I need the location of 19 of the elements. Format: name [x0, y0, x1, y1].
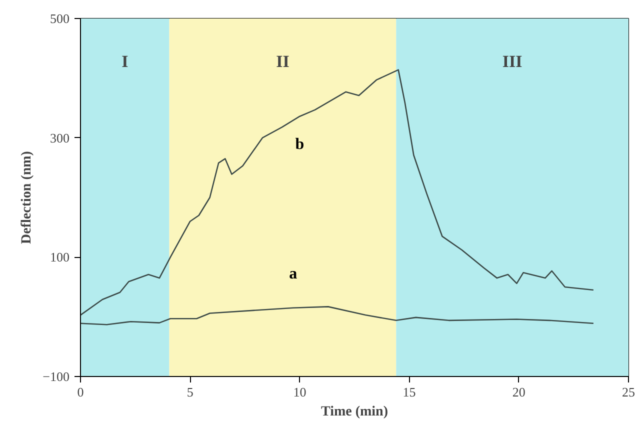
- x-tick-label: 5: [186, 384, 194, 400]
- x-tick-label: 10: [293, 384, 306, 400]
- band-label: I: [122, 52, 129, 71]
- line-series: [80, 306, 594, 326]
- y-tick-label: −100: [42, 369, 70, 384]
- band-label: II: [276, 52, 290, 71]
- line-series: [80, 69, 594, 316]
- series-label: b: [295, 136, 304, 153]
- x-axis-title: Time (min): [320, 404, 388, 420]
- y-tick-label: 500: [50, 11, 70, 26]
- x-tick-label: 15: [402, 384, 416, 400]
- x-tick-label: 20: [512, 384, 526, 400]
- y-tick-label: 100: [50, 250, 70, 265]
- series-label: a: [289, 265, 298, 282]
- x-tick-label: 0: [77, 384, 84, 400]
- y-tick-label: 300: [50, 130, 70, 146]
- y-axis-title: Deflection (nm): [20, 150, 35, 244]
- x-tick-label: 25: [622, 384, 635, 400]
- band-label: III: [502, 52, 523, 71]
